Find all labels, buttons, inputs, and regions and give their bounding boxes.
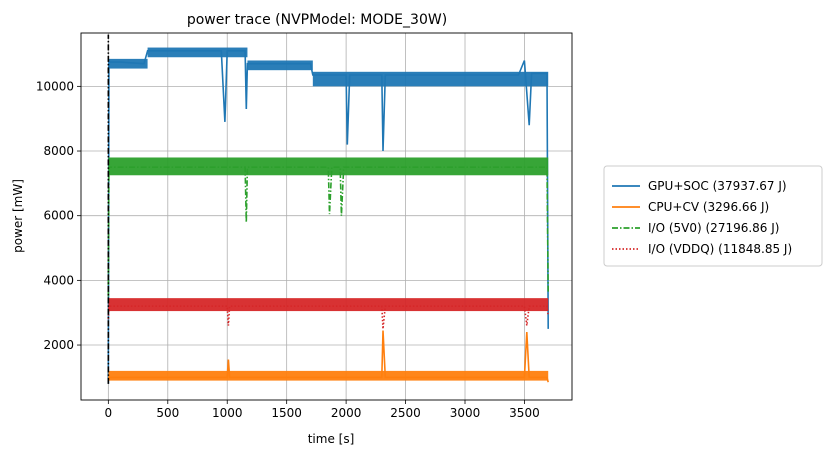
legend-label: I/O (5V0) (27196.86 J): [648, 221, 779, 235]
x-tick-label: 2000: [331, 406, 362, 420]
y-tick-label: 8000: [43, 144, 74, 158]
x-tick-label: 1500: [271, 406, 302, 420]
series-3-noise-band: [108, 157, 549, 176]
series-4-noise-band: [108, 298, 549, 312]
x-tick-label: 500: [156, 406, 179, 420]
series-2-line: [107, 330, 549, 383]
series-2-noise-band: [108, 370, 549, 381]
x-tick-label: 1000: [212, 406, 243, 420]
chart-title: power trace (NVPModel: MODE_30W): [187, 12, 447, 28]
x-tick-label: 3500: [509, 406, 540, 420]
x-tick-label: 2500: [390, 406, 421, 420]
y-tick-label: 6000: [43, 209, 74, 223]
series-1-noise-band: [247, 60, 313, 71]
series-1-noise-band: [147, 47, 248, 58]
series-4-line: [107, 305, 549, 329]
x-axis-label: time [s]: [308, 432, 355, 446]
x-axis: 0 500 1000 1500 2000 2500 3000 3500: [105, 400, 540, 420]
series-1-noise-band: [108, 58, 148, 69]
plot-frame: [80, 32, 573, 401]
x-tick-label: 0: [105, 406, 113, 420]
legend-label: I/O (VDDQ) (11848.85 J): [648, 242, 792, 256]
y-tick-label: 4000: [43, 273, 74, 287]
series-layer: [107, 34, 549, 384]
legend-label: GPU+SOC (37937.67 J): [648, 179, 787, 193]
legend: GPU+SOC (37937.67 J) CPU+CV (3296.66 J) I/…: [603, 165, 823, 267]
y-tick-label: 10000: [36, 79, 74, 93]
x-tick-label: 3000: [450, 406, 481, 420]
legend-box: [603, 165, 823, 267]
legend-label: CPU+CV (3296.66 J): [648, 200, 769, 214]
grid-lines: [81, 33, 572, 400]
series-1-noise-band: [312, 71, 549, 87]
plot-area: 0 500 1000 1500 2000 2500 3000 3500 2000 4000 600…: [36, 32, 573, 420]
y-tick-label: 2000: [43, 338, 74, 352]
series-1-line: [107, 50, 549, 384]
y-axis-label: power [mW]: [11, 179, 25, 253]
series-3-line: [107, 166, 549, 297]
y-axis: 2000 4000 6000 8000 10000: [36, 79, 81, 352]
